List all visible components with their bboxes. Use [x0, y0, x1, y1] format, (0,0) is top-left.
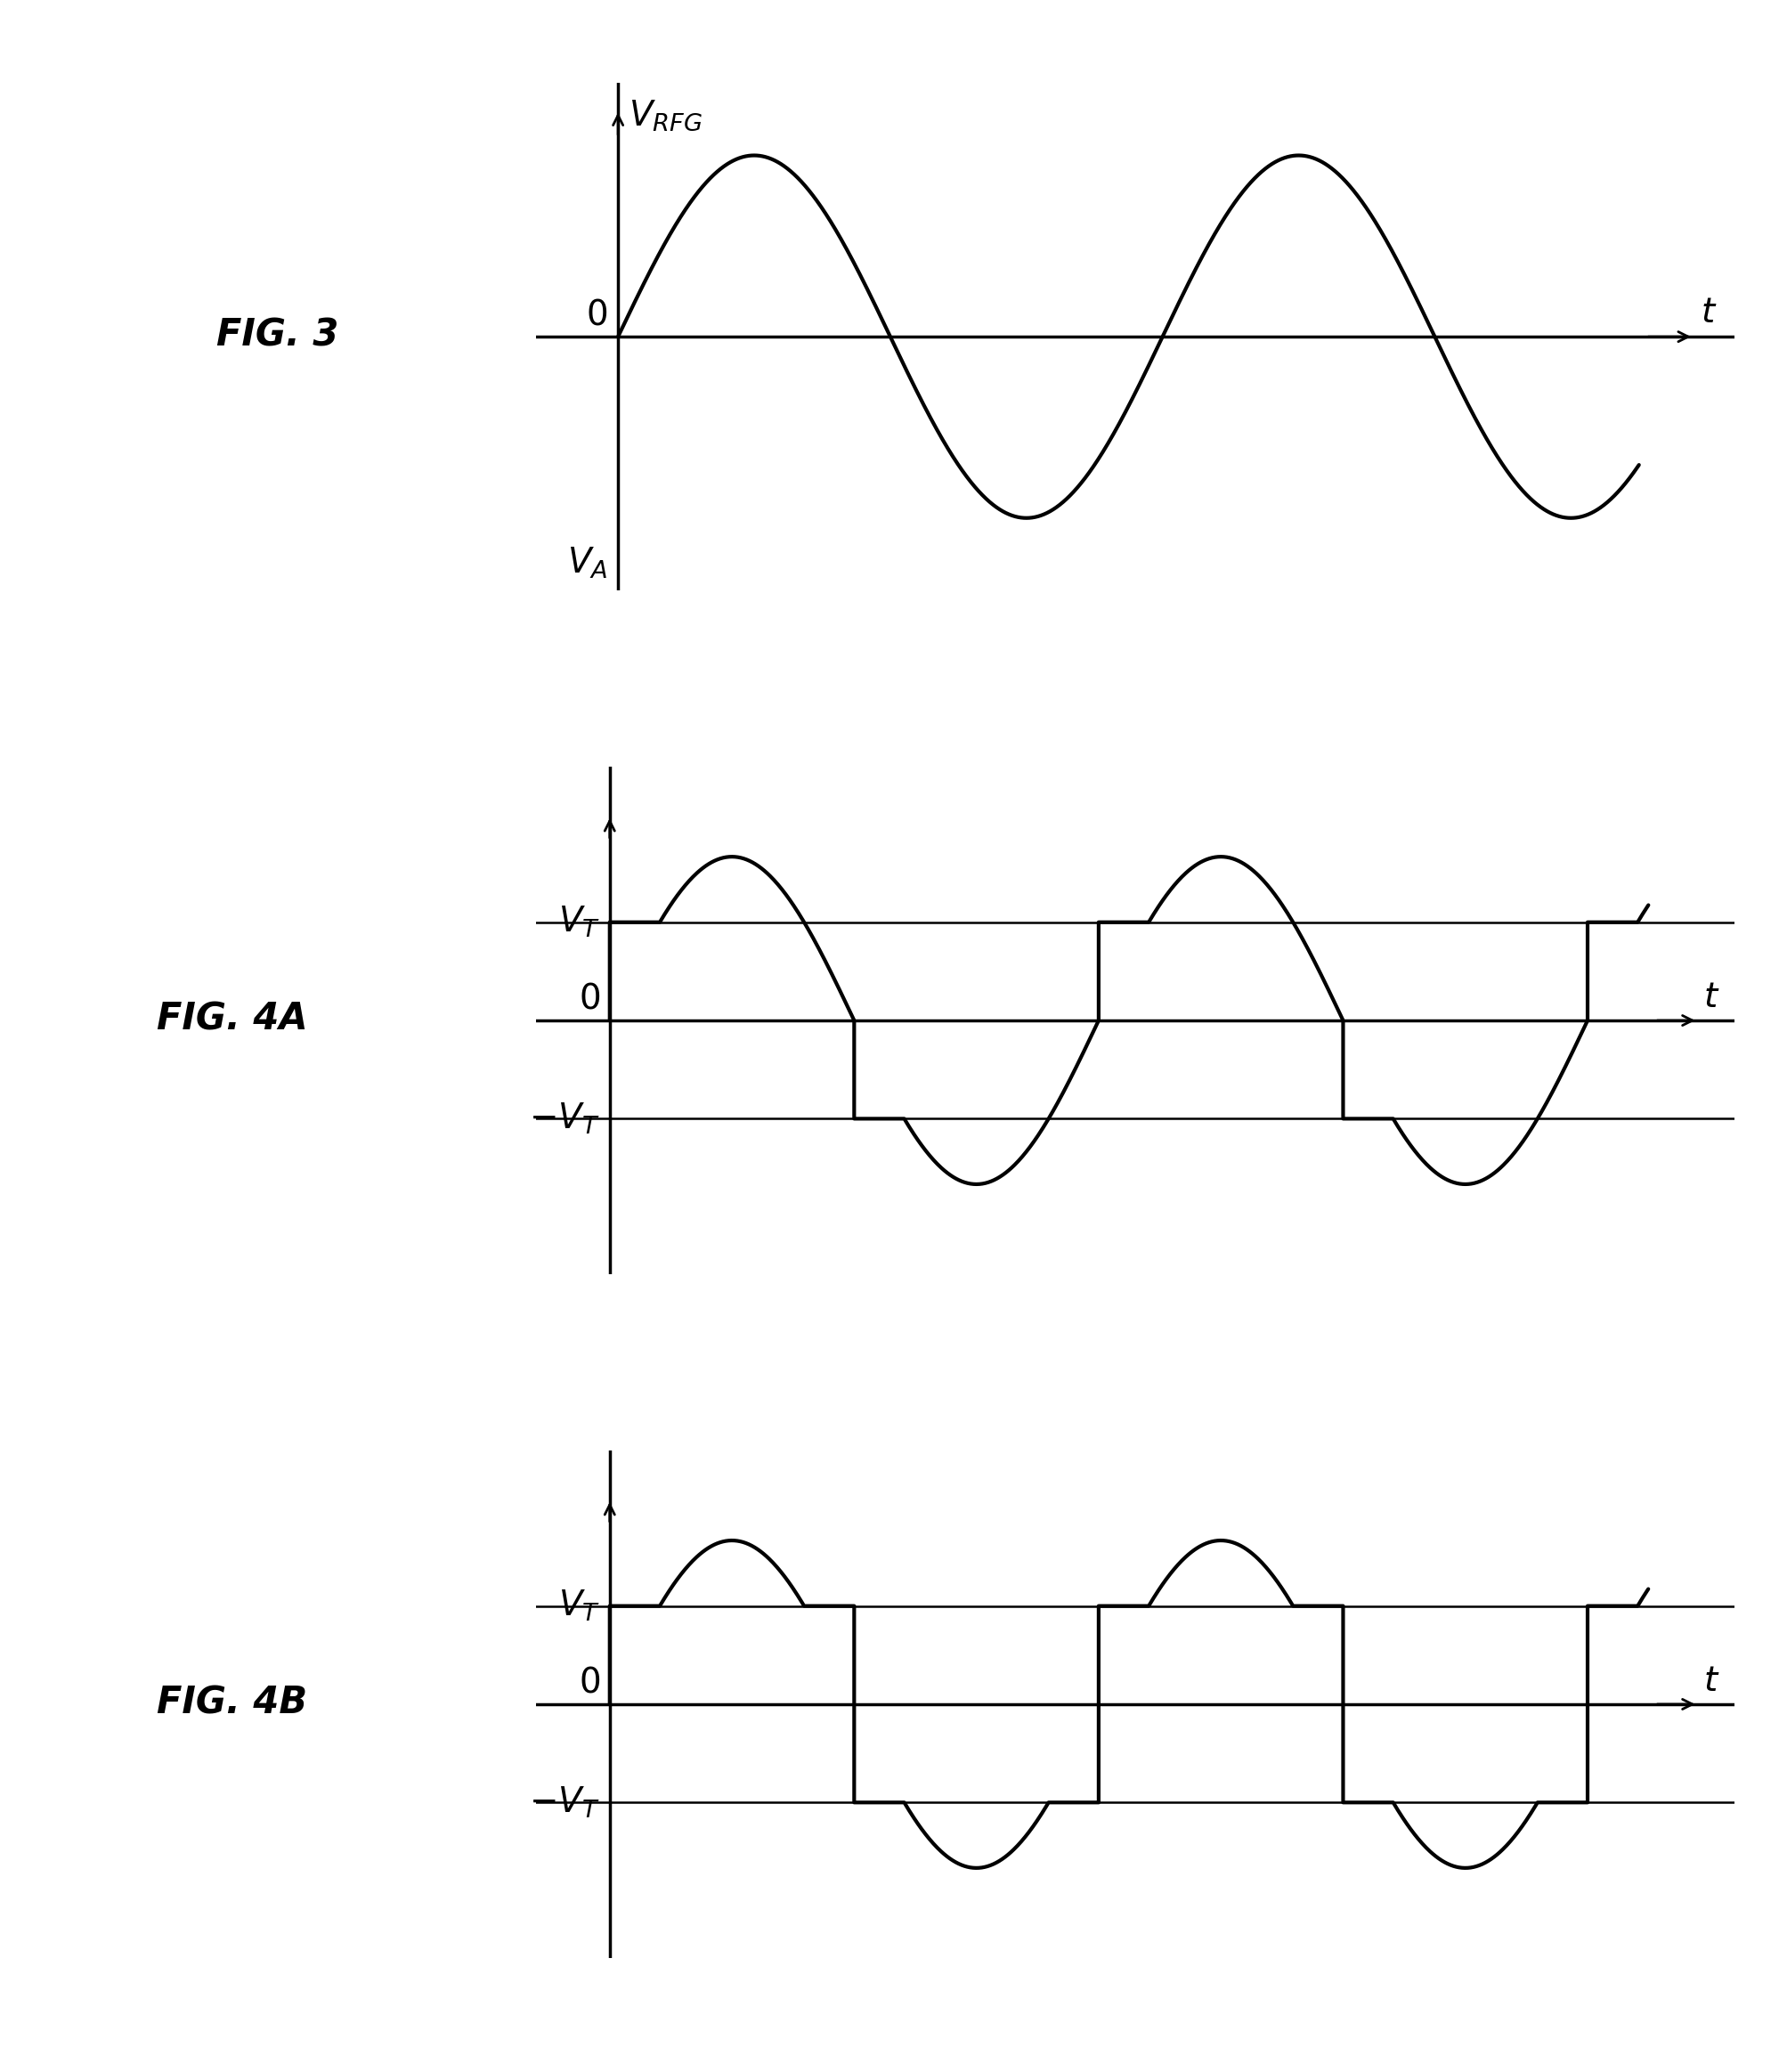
Text: $t$: $t$ [1703, 980, 1719, 1013]
Text: $V_{RFG}$: $V_{RFG}$ [629, 97, 702, 133]
Text: $0$: $0$ [579, 982, 600, 1015]
Text: $V_T$: $V_T$ [558, 1589, 600, 1624]
Text: $V_A$: $V_A$ [566, 545, 608, 580]
Text: $t$: $t$ [1703, 1664, 1719, 1697]
Text: $V_T$: $V_T$ [558, 905, 600, 941]
Text: FIG. 4B: FIG. 4B [157, 1685, 307, 1722]
Text: $-V_T$: $-V_T$ [529, 1784, 600, 1819]
Text: FIG. 4A: FIG. 4A [157, 1001, 307, 1038]
Text: $-V_T$: $-V_T$ [529, 1100, 600, 1135]
Text: $0$: $0$ [586, 298, 608, 332]
Text: $0$: $0$ [579, 1666, 600, 1699]
Text: FIG. 3: FIG. 3 [216, 317, 338, 354]
Text: $t$: $t$ [1699, 296, 1716, 329]
